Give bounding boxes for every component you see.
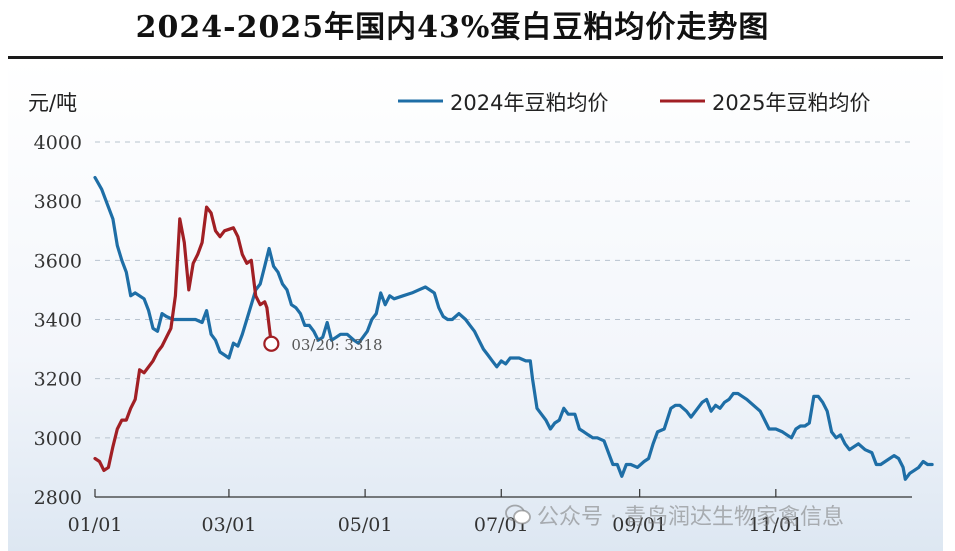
- x-tick-label: 03/01: [202, 514, 257, 536]
- wechat-icon: [505, 504, 531, 526]
- y-tick-label: 3800: [34, 191, 82, 213]
- annotation-label: 03/20: 3318: [291, 336, 382, 354]
- y-tick-label: 2800: [34, 487, 82, 509]
- x-tick-label: 05/01: [338, 514, 393, 536]
- y-tick-label: 4000: [34, 132, 82, 154]
- y-tick-label: 3400: [34, 310, 82, 332]
- legend: 2024年豆粕均价 2025年豆粕均价: [398, 91, 870, 115]
- x-tick-label: 01/01: [68, 514, 123, 536]
- legend-label-2025: 2025年豆粕均价: [712, 91, 870, 115]
- y-tick-label: 3200: [34, 369, 82, 391]
- y-tick-label: 3000: [34, 428, 82, 450]
- y-axis-label: 元/吨: [28, 91, 77, 115]
- series-line-2025: [93, 205, 273, 472]
- title-divider: [8, 56, 943, 59]
- y-tick-label: 3600: [34, 250, 82, 272]
- annotation-marker: [263, 335, 280, 352]
- x-tick-label: 09/01: [612, 514, 667, 536]
- legend-label-2024: 2024年豆粕均价: [450, 91, 608, 115]
- series-lines: [93, 175, 934, 481]
- annotation: 03/20: 3318: [263, 335, 383, 354]
- series-line-2024: [93, 175, 934, 481]
- x-tick-label: 11/01: [748, 514, 803, 536]
- watermark-text: 公众号 · 青岛润达生物家禽信息: [537, 505, 844, 530]
- chart-title: 2024-2025年国内43%蛋白豆粕均价走势图: [135, 10, 770, 45]
- y-axis-ticks: 4000 3800 3600 3400 3200 3000 2800: [34, 132, 82, 509]
- gridlines: [95, 141, 912, 439]
- watermark: 公众号 · 青岛润达生物家禽信息: [505, 500, 945, 530]
